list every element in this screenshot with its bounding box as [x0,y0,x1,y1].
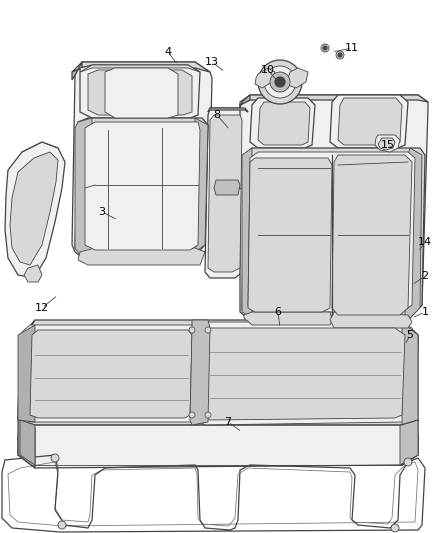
Text: 14: 14 [418,237,432,247]
Text: 15: 15 [381,140,395,150]
Polygon shape [30,330,192,418]
Polygon shape [378,138,395,150]
Polygon shape [242,148,425,318]
Circle shape [58,521,66,529]
Polygon shape [240,95,428,105]
Polygon shape [80,65,200,72]
Circle shape [51,454,59,462]
Polygon shape [375,135,400,152]
Text: 12: 12 [35,303,49,313]
Polygon shape [105,68,178,118]
Polygon shape [405,148,422,318]
Polygon shape [244,312,332,325]
Circle shape [258,60,302,104]
Polygon shape [18,420,418,468]
Text: 4: 4 [164,47,172,57]
Polygon shape [190,320,210,425]
Polygon shape [195,118,208,252]
Polygon shape [72,62,212,262]
Circle shape [189,412,195,418]
Polygon shape [198,322,412,425]
Text: 8: 8 [213,110,221,120]
Text: 1: 1 [421,307,428,317]
Circle shape [189,327,195,333]
Polygon shape [10,152,58,265]
Circle shape [338,53,342,57]
Polygon shape [214,180,240,195]
Polygon shape [88,70,192,115]
Text: 5: 5 [406,330,413,340]
Polygon shape [338,98,402,145]
Polygon shape [330,312,412,328]
Polygon shape [75,118,92,255]
Polygon shape [75,118,208,255]
Polygon shape [18,320,418,425]
Text: 3: 3 [99,207,106,217]
Circle shape [404,458,412,466]
Text: 6: 6 [275,307,282,317]
Polygon shape [5,142,65,278]
Polygon shape [18,320,35,468]
Polygon shape [330,95,408,148]
Circle shape [275,77,285,87]
Circle shape [264,66,296,98]
Polygon shape [332,155,412,315]
Circle shape [205,412,211,418]
Polygon shape [240,95,428,320]
Polygon shape [208,108,248,112]
Polygon shape [72,62,210,72]
Polygon shape [250,98,315,148]
Polygon shape [85,122,200,250]
Text: 13: 13 [205,57,219,67]
Polygon shape [208,115,242,272]
Polygon shape [72,62,82,80]
Polygon shape [24,265,42,282]
Polygon shape [402,322,418,425]
Polygon shape [248,152,415,312]
Text: 7: 7 [224,417,232,427]
Polygon shape [288,68,308,88]
Polygon shape [258,102,310,145]
Polygon shape [402,320,418,465]
Text: 10: 10 [261,65,275,75]
Circle shape [391,524,399,532]
Circle shape [321,44,329,52]
Circle shape [270,72,290,92]
Circle shape [205,327,211,333]
Polygon shape [22,325,200,422]
Polygon shape [80,65,200,118]
Text: 11: 11 [345,43,359,53]
Polygon shape [202,328,405,420]
Circle shape [323,46,327,50]
Polygon shape [255,68,275,88]
Polygon shape [18,325,35,422]
Circle shape [336,51,344,59]
Polygon shape [205,108,248,278]
Polygon shape [240,95,250,108]
Polygon shape [20,420,35,465]
Polygon shape [248,158,332,312]
Polygon shape [242,148,252,318]
Polygon shape [78,248,205,265]
Polygon shape [400,420,418,465]
Text: 2: 2 [421,271,428,281]
